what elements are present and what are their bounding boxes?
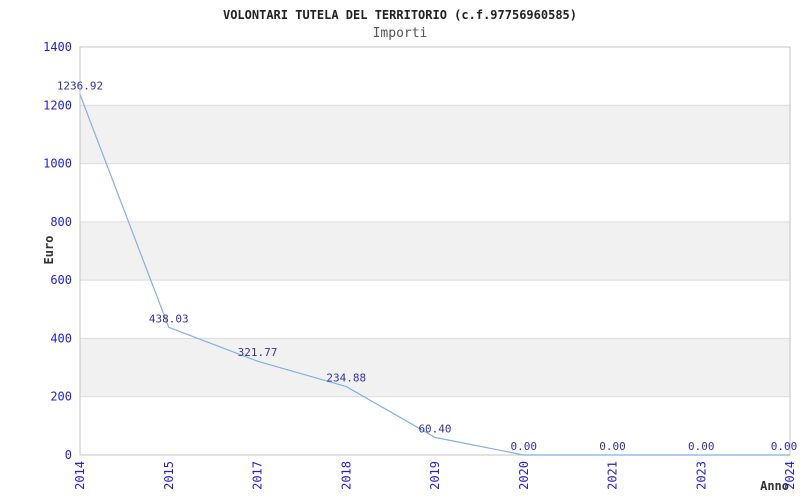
y-tick-label: 600 [50, 273, 72, 287]
data-point-label: 0.00 [511, 440, 538, 453]
data-point-label: 438.03 [149, 312, 189, 325]
x-tick-label: 2020 [517, 461, 531, 490]
x-tick-label: 2014 [73, 461, 87, 490]
x-tick-label: 2024 [783, 461, 797, 490]
y-tick-label: 200 [50, 390, 72, 404]
data-point-label: 60.40 [418, 422, 451, 435]
y-axis-title: Euro [42, 235, 56, 265]
plot-frame [79, 46, 791, 456]
y-tick-label: 800 [50, 215, 72, 229]
x-tick-label: 2021 [606, 461, 620, 490]
data-point-label: 234.88 [326, 372, 366, 385]
y-tick-label: 1200 [43, 98, 72, 112]
y-tick-label: 400 [50, 331, 72, 345]
x-tick-label: 2019 [428, 461, 442, 490]
plot-band [80, 338, 790, 397]
y-tick-label: 1400 [43, 40, 72, 54]
data-point-label: 321.77 [238, 346, 278, 359]
x-axis-title: Anno [760, 479, 789, 493]
plot-band [80, 221, 790, 281]
y-tick-label: 0 [65, 448, 72, 462]
data-point-label: 1236.92 [57, 80, 103, 93]
x-tick-label: 2017 [251, 461, 265, 490]
x-tick-label: 2018 [339, 461, 353, 490]
data-point-label: 0.00 [599, 440, 626, 453]
data-line [79, 94, 790, 456]
data-point-label: 0.00 [771, 440, 798, 453]
data-point-label: 0.00 [688, 440, 715, 453]
plot-band [80, 105, 790, 164]
x-tick-label: 2015 [162, 461, 176, 490]
chart-title: VOLONTARI TUTELA DEL TERRITORIO (c.f.977… [222, 8, 577, 22]
x-tick-label: 2023 [694, 461, 708, 490]
chart-subtitle: Importi [372, 26, 428, 41]
y-tick-label: 1000 [43, 157, 72, 171]
